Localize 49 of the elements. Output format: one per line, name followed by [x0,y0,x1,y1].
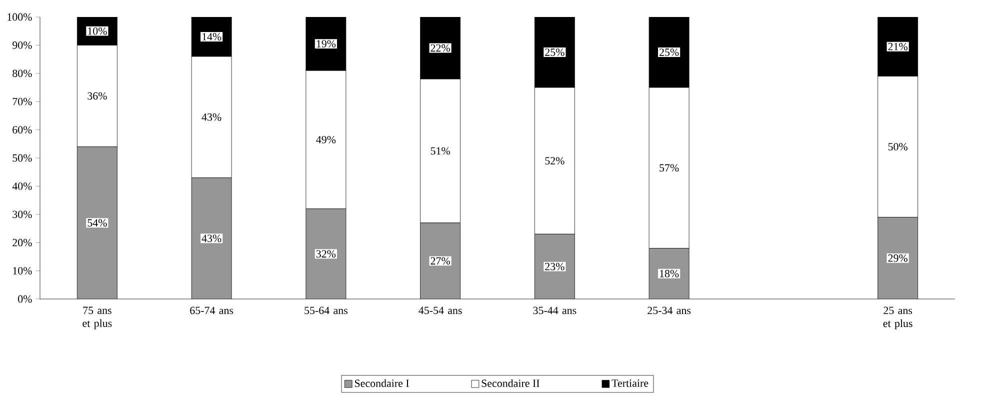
data-label: 50% [888,143,908,150]
y-tick-label: 60% [12,126,32,134]
data-label: 43% [202,234,222,242]
bar [534,234,575,299]
data-label: 19% [316,40,336,48]
legend-label: Secondaire I [354,379,409,388]
data-label: 10% [88,27,107,35]
y-tick-label: 50% [12,154,32,162]
y-tick-label: 20% [12,238,32,246]
data-label: 52% [545,157,564,165]
data-label: 22% [430,44,450,52]
data-label: 14% [202,33,222,40]
bar [649,248,690,299]
data-label: 29% [888,254,908,262]
bar [192,178,232,299]
legend-label: Tertiaire [612,380,648,387]
y-tick-label: 10% [13,267,32,275]
y-tick-label: 100% [8,13,32,21]
bar [77,146,118,299]
x-tick-label: 25-34 ans [648,306,691,314]
data-label: 49% [316,136,336,144]
data-label: 25% [660,48,679,56]
y-tick-label: 70% [12,98,32,106]
y-tick-label: 90% [12,41,32,49]
data-label: 54% [88,219,107,227]
bar [878,217,918,299]
data-label: 51% [430,147,450,155]
y-tick-label: 30% [12,210,32,218]
bar [306,208,346,299]
data-label: 23% [545,262,564,270]
x-tick-label: 65-74 ans [190,306,234,314]
data-label: 43% [202,113,222,121]
data-label: 32% [316,250,336,258]
data-label: 57% [660,164,679,172]
bar [420,222,460,299]
x-tick-label: 55-64 ans [304,306,348,314]
data-label: 21% [888,42,908,50]
x-tick-label: 25 ans et plus [883,306,912,330]
data-label: 25% [545,48,564,56]
x-tick-label: 45-54 ans [418,306,462,314]
data-label: 36% [88,92,107,100]
y-tick-label: 0% [18,295,32,303]
data-label: 27% [430,257,450,265]
data-label: 18% [660,270,679,278]
x-tick-label: 75 ans et plus [82,306,112,330]
y-tick-label: 40% [12,182,32,190]
y-tick-label: 80% [12,70,32,78]
x-tick-label: 35-44 ans [533,306,576,314]
legend-label: Secondaire II [482,379,540,388]
